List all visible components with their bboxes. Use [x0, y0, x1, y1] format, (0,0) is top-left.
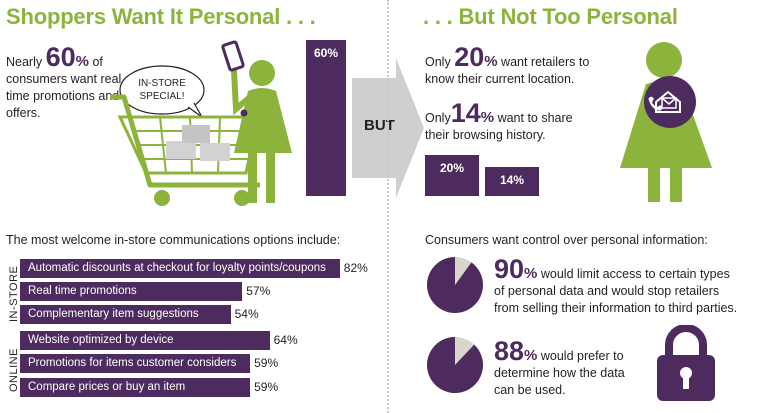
browsing-big-number: 14: [450, 98, 481, 128]
intro-percent: %: [75, 53, 89, 70]
pie-90-slice: [427, 257, 483, 313]
bubble-line-2: SPECIAL!: [139, 91, 184, 102]
bar-60-percent: 60%: [306, 40, 346, 196]
browsing-prefix: Only: [425, 111, 451, 125]
hbar-0-0: Automatic discounts at checkout for loya…: [20, 259, 340, 278]
group-label-in-store: IN-STORE: [8, 265, 20, 322]
determine-percent: %: [524, 347, 538, 364]
home-envelope-phone-icon: [644, 76, 696, 128]
browsing-rest-1: want to share: [494, 111, 573, 125]
browsing-rest-2: their browsing history.: [425, 128, 546, 142]
bar-20-percent: 20%: [425, 155, 479, 196]
determine-big-number: 88: [494, 336, 525, 366]
location-big-number: 20: [454, 42, 485, 72]
pie-88-percent: [427, 337, 483, 393]
intro-text: Nearly 60% of consumers want real time p…: [6, 44, 141, 122]
determine-rest-1: would prefer to: [537, 349, 624, 363]
determine-rest-2: determine how the data: [494, 366, 625, 380]
group-label-online: ONLINE: [8, 348, 20, 392]
limit-rest-2: of personal data and would stop retailer…: [494, 284, 720, 298]
intro-prefix: Nearly: [6, 55, 46, 69]
hbar-0-1: Real time promotions: [20, 282, 243, 301]
hbar-1-2: Compare prices or buy an item: [20, 378, 251, 397]
browsing-percent: %: [480, 109, 495, 126]
location-text: Only 20% want retailers to know their cu…: [425, 44, 625, 88]
hbar-value-0-2: 54%: [234, 307, 259, 321]
browsing-text: Only14% want to share their browsing his…: [425, 100, 625, 144]
welcome-options-heading: The most welcome in-store communications…: [6, 233, 341, 247]
panel-divider: [387, 0, 389, 413]
speech-bubble-icon: IN-STORE SPECIAL!: [119, 65, 205, 118]
left-title: Shoppers Want It Personal . . .: [6, 4, 316, 29]
hbar-value-0-0: 82%: [343, 261, 368, 275]
pie-90-percent: [427, 257, 483, 313]
shopper-cart-illustration: IN-STORE SPECIAL!: [110, 40, 292, 206]
right-title: . . . But Not Too Personal: [423, 4, 678, 29]
determine-rest-3: can be used.: [494, 383, 566, 397]
intro-big-number: 60: [45, 42, 76, 72]
bar-60-label: 60%: [313, 46, 339, 60]
hbar-1-1: Promotions for items customer considers: [20, 354, 251, 373]
bar-20-label: 20%: [439, 161, 465, 175]
bubble-line-1: IN-STORE: [138, 78, 186, 89]
pie-88-slice: [427, 337, 483, 393]
shopping-cart-icon: [110, 94, 260, 206]
determine-text: 88% would prefer to determine how the da…: [494, 338, 664, 399]
privacy-woman-illustration: [620, 42, 712, 202]
location-rest-2: know their current location.: [425, 72, 575, 86]
limit-rest-3: from selling their information to third …: [494, 301, 738, 315]
bar-14-percent: 14%: [485, 167, 539, 196]
hbar-value-0-1: 57%: [246, 284, 271, 298]
intro-rest: of consumers want real time promotions a…: [6, 55, 122, 120]
location-percent: %: [484, 53, 498, 70]
location-rest-1: want retailers to: [497, 55, 590, 69]
shopper-woman-icon: [221, 40, 292, 203]
but-label: BUT: [364, 117, 395, 134]
control-heading: Consumers want control over personal inf…: [425, 233, 708, 247]
bar-14-label: 14%: [499, 173, 525, 188]
limit-big-number: 90: [494, 254, 525, 284]
hbar-0-2: Complementary item suggestions: [20, 305, 231, 324]
location-prefix: Only: [425, 55, 455, 69]
limit-rest-1: would limit access to certain types: [537, 267, 730, 281]
hbar-1-0: Website optimized by device: [20, 331, 270, 350]
hbar-value-1-0: 64%: [273, 333, 298, 347]
hbar-value-1-2: 59%: [254, 380, 279, 394]
padlock-icon: [657, 325, 715, 401]
limit-text: 90% would limit access to certain types …: [494, 256, 756, 317]
limit-percent: %: [524, 265, 538, 282]
hbar-value-1-1: 59%: [254, 356, 279, 370]
